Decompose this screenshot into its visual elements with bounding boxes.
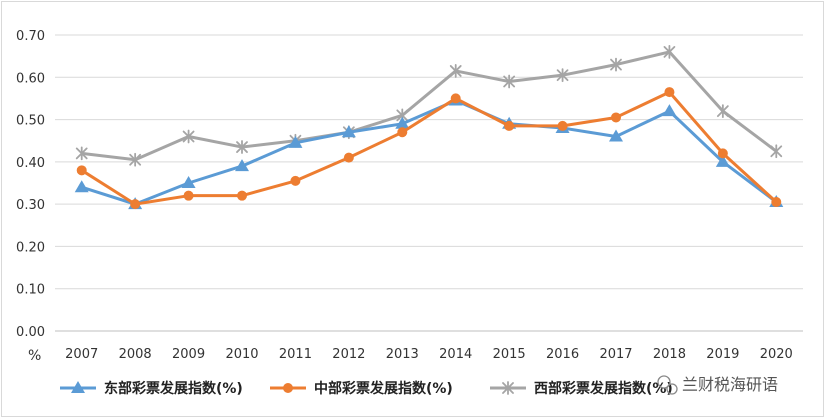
y-tick-label: 0.00 (16, 325, 45, 340)
x-tick-label: 2012 (332, 347, 365, 362)
x-tick-label: 2013 (386, 347, 419, 362)
data-point (235, 159, 249, 172)
data-point (343, 152, 354, 163)
series-line (81, 99, 778, 206)
data-point (181, 176, 196, 188)
data-series (74, 45, 784, 210)
y-tick-label: 0.10 (16, 283, 45, 298)
x-tick-label: 2011 (279, 347, 312, 362)
y-axis-ticks: 0.00 0.10 0.20 0.30 0.40 0.50 0.60 0.70 (16, 29, 45, 340)
watermark: 兰财税海研语 (657, 375, 778, 395)
y-tick-label: 0.30 (16, 198, 45, 213)
data-point (290, 175, 301, 186)
x-tick-label: 2017 (599, 347, 632, 362)
data-point (450, 93, 461, 104)
legend-item: 中部彩票发展指数(%) (270, 380, 453, 397)
data-point (71, 381, 85, 393)
data-point (130, 199, 141, 210)
data-point (557, 120, 568, 131)
data-point (397, 127, 408, 138)
legend-label: 中部彩票发展指数(%) (314, 380, 453, 397)
data-point (556, 68, 569, 83)
data-point (183, 190, 194, 201)
x-tick-label: 2008 (119, 347, 152, 362)
series-3 (75, 45, 783, 167)
data-point (236, 140, 248, 154)
data-point (771, 197, 782, 208)
y-tick-label: 0.20 (16, 240, 45, 255)
data-point (502, 381, 514, 395)
x-tick-label: 2007 (65, 347, 98, 362)
data-point (75, 146, 88, 161)
data-point (449, 64, 462, 78)
series-line (80, 90, 778, 206)
data-point (341, 125, 356, 138)
x-tick-label: 2010 (225, 347, 258, 362)
data-point (715, 154, 730, 167)
data-point (74, 180, 89, 193)
data-point (182, 129, 195, 144)
data-point (283, 383, 293, 393)
y-tick-label: 0.70 (16, 29, 45, 44)
x-axis-ticks: 2007 2008 2009 2010 2011 2012 2013 2014 2015 2016… (65, 347, 793, 362)
x-tick-label: 2016 (546, 347, 579, 362)
y-tick-label: 0.50 (16, 114, 45, 129)
watermark-text: 兰财税海研语 (682, 375, 778, 394)
x-tick-label: 2014 (439, 347, 472, 362)
wechat-icon (657, 375, 678, 395)
data-point (610, 57, 622, 72)
data-point (237, 190, 247, 201)
data-point (288, 135, 303, 148)
x-tick-label: 2019 (706, 347, 739, 362)
data-point (717, 148, 728, 159)
legend-item: 西部彩票发展指数(%) (490, 380, 673, 397)
data-point (611, 112, 621, 123)
x-tick-label: 2009 (172, 347, 205, 362)
data-point (504, 120, 515, 131)
x-tick-label: 2020 (760, 347, 793, 362)
data-point (129, 152, 142, 167)
data-point (503, 74, 516, 89)
data-point (716, 104, 729, 119)
series-1 (74, 93, 784, 210)
series-line (81, 50, 778, 162)
data-point (395, 116, 410, 129)
y-unit-label: % (28, 348, 41, 364)
data-point (770, 144, 783, 159)
data-point (76, 165, 87, 176)
data-point (609, 129, 623, 142)
x-tick-label: 2018 (653, 347, 686, 362)
data-point (663, 45, 676, 59)
y-tick-label: 0.60 (16, 71, 45, 86)
legend-label: 西部彩票发展指数(%) (534, 380, 673, 397)
data-point (664, 87, 675, 98)
legend-label: 东部彩票发展指数(%) (104, 380, 243, 397)
legend-item: 东部彩票发展指数(%) (60, 380, 243, 397)
gridlines (55, 34, 803, 332)
data-point (662, 104, 677, 117)
y-tick-label: 0.40 (16, 156, 45, 171)
legend: 东部彩票发展指数(%) 中部彩票发展指数(%) 西部彩票发展指数(%) (60, 380, 673, 397)
series-2 (76, 87, 782, 210)
x-tick-label: 2015 (493, 347, 526, 362)
